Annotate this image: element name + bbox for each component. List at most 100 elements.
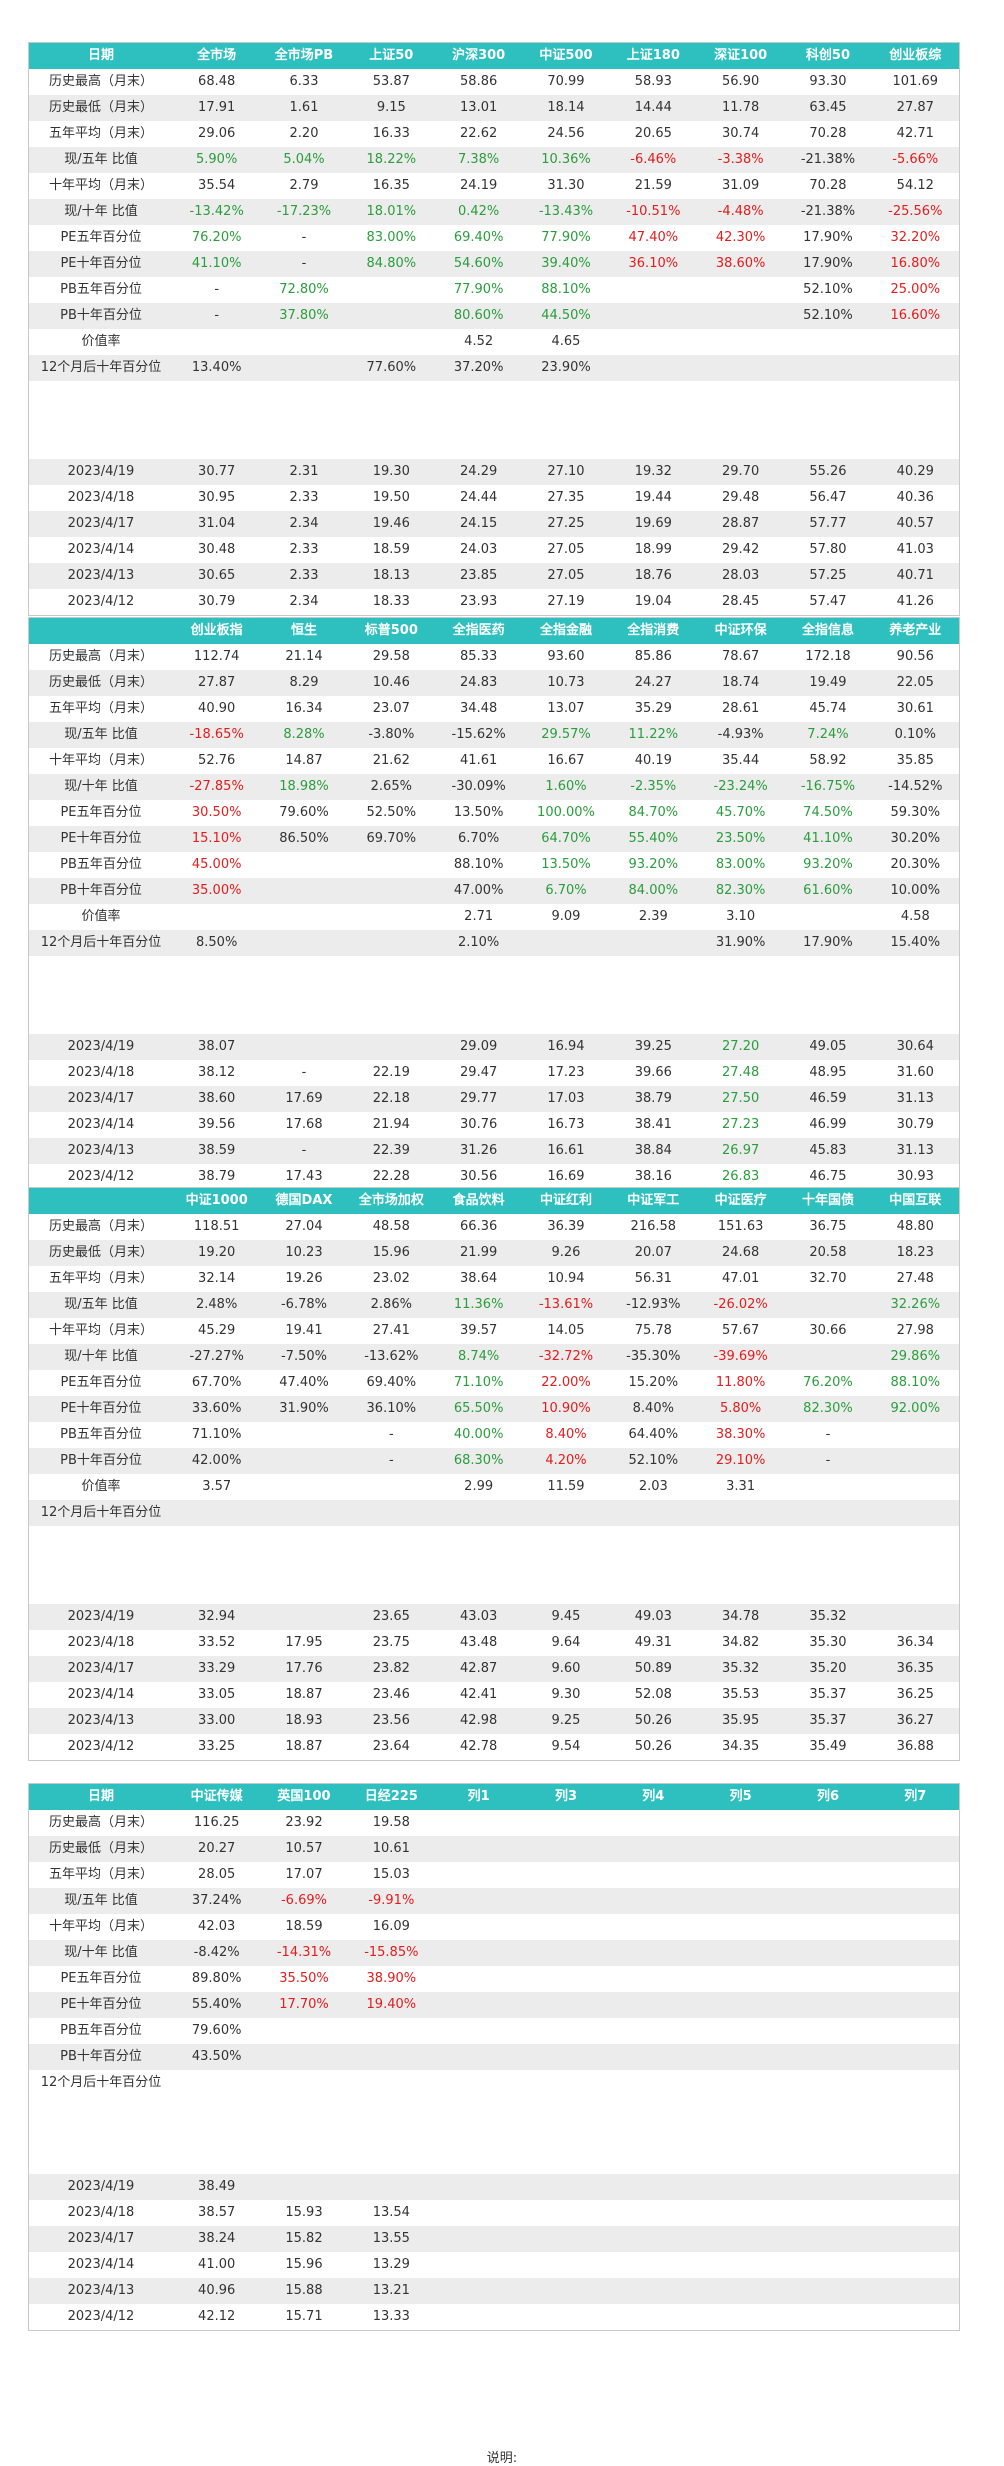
table-cell — [435, 1940, 522, 1966]
table-cell: 40.71 — [896, 568, 934, 583]
table-cell: 40.19 — [634, 753, 672, 768]
table-cell: 35.50% — [279, 1971, 329, 1986]
table-cell: 47.40% — [628, 230, 679, 245]
table-cell — [697, 1836, 784, 1862]
table-cell: 17.03 — [547, 1091, 585, 1106]
table-cell: 24.83 — [460, 675, 498, 690]
metric-row: 十年平均（月末） 35.54 2.79 16.35 24.19 31.30 21.59 31.… — [29, 173, 959, 199]
table-cell: 36.35 — [896, 1661, 934, 1676]
row-label: 现/五年 比值 — [64, 152, 138, 167]
table-cell: 9.30 — [551, 1687, 581, 1702]
table-cell: 23.82 — [372, 1661, 410, 1676]
table-cell — [522, 2278, 609, 2304]
table-cell — [522, 1940, 609, 1966]
table-cell: 17.70% — [279, 1997, 329, 2012]
table-cell: 29.47 — [460, 1065, 498, 1080]
table-cell — [522, 2200, 609, 2226]
table-cell — [784, 1862, 871, 1888]
table-cell: 68.30% — [453, 1453, 504, 1468]
table-cell: 40.00% — [453, 1427, 504, 1442]
table-cell: 24.03 — [460, 542, 498, 557]
table-cell: 41.10% — [803, 831, 853, 846]
table-cell: 40.29 — [896, 464, 934, 479]
table-cell: 31.04 — [198, 516, 236, 531]
table-cell: 24.68 — [722, 1245, 760, 1260]
row-label: 十年平均（月末） — [48, 1919, 153, 1934]
metric-row: 五年平均（月末） 32.14 19.26 23.02 38.64 10.94 56.31 47… — [29, 1266, 959, 1292]
table-cell: 27.19 — [547, 594, 585, 609]
header-cell: 中证1000 — [185, 1193, 248, 1208]
table-cell: 30.74 — [722, 126, 760, 141]
row-label: PE十年百分位 — [60, 256, 142, 271]
metric-row: PB十年百分位 42.00% - 68.30% 4.20% 52.10% 29.10% - — [29, 1448, 959, 1474]
table-cell: 35.32 — [722, 1661, 760, 1676]
table-cell: 9.09 — [551, 909, 581, 924]
table-cell: 26.83 — [722, 1169, 760, 1184]
table-cell: 17.91 — [198, 100, 236, 115]
table-cell — [697, 1888, 784, 1914]
table-cell — [260, 329, 347, 355]
table-cell — [697, 2252, 784, 2278]
table-cell: 15.10% — [191, 831, 242, 846]
valuation-table-3: 中证1000 德国DAX 全市场加权 食品饮料 中证红利 中证军工 中证医疗 十年国债 中国互联… — [28, 1187, 960, 1761]
date-row: 2023/4/12 30.79 2.34 18.33 23.93 27.19 19.04 28… — [29, 589, 959, 615]
table-cell: 42.00% — [191, 1453, 242, 1468]
table-cell: -26.02% — [713, 1297, 768, 1312]
table-cell: 27.35 — [547, 490, 585, 505]
table-cell: 10.46 — [372, 675, 410, 690]
table-cell: 37.20% — [453, 360, 504, 375]
table-cell: 24.15 — [460, 516, 498, 531]
header-cell: 全市场加权 — [358, 1193, 424, 1208]
table-cell: 85.86 — [634, 649, 672, 664]
table-cell: 30.77 — [198, 464, 236, 479]
table-cell: 35.00% — [191, 883, 242, 898]
metric-row: 现/五年 比值 2.48% -6.78% 2.86% 11.36% -13.61% -12.… — [29, 1292, 959, 1318]
table-cell: - — [301, 1065, 307, 1080]
date-row: 2023/4/14 33.05 18.87 23.46 42.41 9.30 52.08 35… — [29, 1682, 959, 1708]
row-label: PE五年百分位 — [60, 1971, 142, 1986]
table-cell — [522, 2252, 609, 2278]
table-cell: 32.26% — [890, 1297, 941, 1312]
table-cell: 80.60% — [453, 308, 504, 323]
table-cell: 93.60 — [547, 649, 585, 664]
table-cell: 7.24% — [807, 727, 849, 742]
row-label: PB十年百分位 — [60, 2049, 142, 2064]
row-label: PE十年百分位 — [60, 1997, 142, 2012]
table-cell — [697, 329, 784, 355]
header-cell: 全市场 — [197, 48, 237, 63]
table-cell: 34.82 — [722, 1635, 760, 1650]
table-cell: 27.23 — [722, 1117, 760, 1132]
table-cell — [435, 1914, 522, 1940]
table-cell: 52.10% — [628, 1453, 679, 1468]
table-cell: 30.48 — [198, 542, 236, 557]
table-cell: 84.70% — [628, 805, 679, 820]
table-cell — [435, 2070, 522, 2096]
table-cell: 82.30% — [715, 883, 766, 898]
table-cell: - — [214, 308, 220, 323]
table-cell: 57.80 — [809, 542, 847, 557]
metric-row: PB十年百分位 43.50% — [29, 2044, 959, 2070]
table-cell: 38.24 — [198, 2231, 236, 2246]
table-cell — [697, 2018, 784, 2044]
table-cell — [697, 1862, 784, 1888]
table-cell — [784, 2252, 871, 2278]
table-cell — [435, 2174, 522, 2200]
table-cell: 8.74% — [457, 1349, 500, 1364]
table-cell — [348, 303, 435, 329]
table-cell: 42.03 — [198, 1919, 236, 1934]
table-cell: 17.07 — [285, 1867, 323, 1882]
row-label: 现/十年 比值 — [64, 1945, 138, 1960]
table-cell: 32.94 — [198, 1609, 236, 1624]
table-cell: 33.05 — [198, 1687, 236, 1702]
table-cell: 35.95 — [722, 1713, 760, 1728]
table-cell: -4.48% — [717, 204, 764, 219]
table-cell: 43.48 — [460, 1635, 498, 1650]
table-header-row: 中证1000 德国DAX 全市场加权 食品饮料 中证红利 中证军工 中证医疗 十年国债 中国互联 — [29, 1188, 959, 1214]
metric-row: 十年平均（月末） 52.76 14.87 21.62 41.61 16.67 40.19 35… — [29, 748, 959, 774]
row-label: PB五年百分位 — [60, 857, 142, 872]
table-cell: 11.36% — [453, 1297, 504, 1312]
table-cell: 47.00% — [453, 883, 504, 898]
table-cell: 38.60% — [715, 256, 766, 271]
metric-row: 现/十年 比值 -13.42% -17.23% 18.01% 0.42% -13.43% -… — [29, 199, 959, 225]
table-cell — [872, 1992, 959, 2018]
